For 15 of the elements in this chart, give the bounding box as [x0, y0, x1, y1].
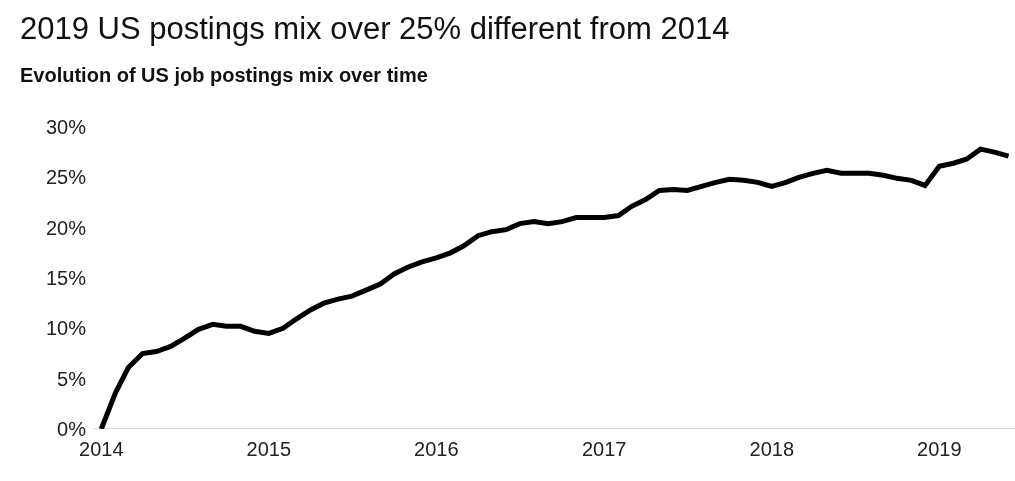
- x-tick-label: 2017: [582, 438, 627, 460]
- x-tick-label: 2019: [917, 438, 962, 460]
- y-tick-label: 30%: [45, 116, 87, 138]
- y-tick-label: 10%: [45, 317, 87, 340]
- chart-title: 2019 US postings mix over 25% different from 2014: [20, 11, 730, 46]
- y-tick-label: 20%: [45, 216, 87, 239]
- y-tick-label: 0%: [57, 418, 87, 440]
- x-tick-label: 2018: [749, 438, 795, 460]
- x-tick-label: 2015: [246, 438, 292, 460]
- x-tick-label: 2016: [414, 438, 459, 460]
- y-tick-label: 15%: [45, 267, 87, 289]
- y-tick-label: 25%: [45, 166, 87, 189]
- chart-subtitle: Evolution of US job postings mix over time: [20, 64, 428, 86]
- y-tick-label: 5%: [57, 367, 87, 390]
- x-tick-label: 2014: [79, 438, 124, 460]
